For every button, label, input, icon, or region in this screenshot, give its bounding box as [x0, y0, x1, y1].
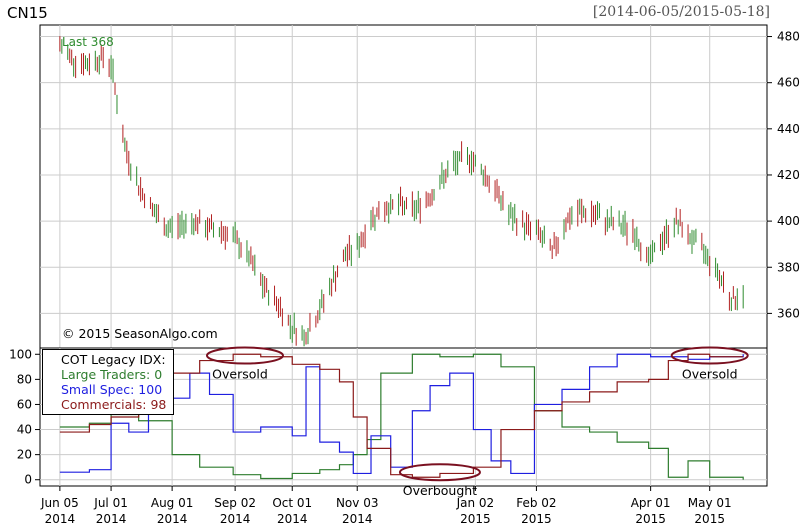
price-panel-frame: [39, 24, 768, 349]
cot-ytick-label: 60: [17, 397, 32, 411]
date-range: [2014-06-05/2015-05-18]: [592, 4, 770, 20]
legend-small-spec: Small Spec: 100: [61, 382, 163, 397]
cot-ytick-label: 0: [24, 473, 32, 487]
legend-title: COT Legacy IDX:: [61, 352, 166, 367]
x-tick-label: Jan 02: [456, 496, 495, 510]
x-tick-label: Jul 01: [93, 496, 128, 510]
x-tick-label: Sep 02: [214, 496, 256, 510]
x-tick-year: 2014: [342, 512, 373, 526]
annotation-label: Overbought: [403, 483, 477, 498]
cot-ytick-label: 40: [17, 423, 32, 437]
x-tick-label: Feb 02: [516, 496, 556, 510]
cot-ytick-label: 20: [17, 448, 32, 462]
x-tick-year: 2015: [694, 512, 725, 526]
x-tick-year: 2014: [277, 512, 308, 526]
price-ytick-label: 360: [777, 306, 800, 320]
annotation-label: Oversold: [682, 367, 738, 382]
annotation-label: Oversold: [212, 367, 268, 382]
annotation-ellipse: [398, 463, 481, 482]
price-ytick-label: 480: [777, 30, 800, 44]
price-ytick-label: 460: [777, 76, 800, 90]
x-tick-year: 2014: [96, 512, 127, 526]
last-price-label: Last 368: [62, 35, 114, 49]
x-tick-year: 2014: [220, 512, 251, 526]
cot-ytick-label: 80: [17, 372, 32, 386]
cot-series-large-traders: [59, 353, 744, 480]
annotation-ellipse: [205, 346, 284, 365]
x-tick-year: 2015: [460, 512, 491, 526]
x-tick-year: 2014: [45, 512, 76, 526]
legend-large-traders: Large Traders: 0: [61, 367, 163, 382]
x-tick-label: Apr 01: [631, 496, 671, 510]
chart-title: CN15: [7, 4, 48, 22]
x-tick-year: 2014: [157, 512, 188, 526]
price-ytick-label: 440: [777, 122, 800, 136]
cot-legend: COT Legacy IDX: Large Traders: 0 Small S…: [42, 349, 174, 415]
x-tick-year: 2015: [635, 512, 666, 526]
x-tick-label: Oct 01: [272, 496, 312, 510]
annotation-ellipse: [670, 346, 749, 365]
x-tick-label: Nov 03: [336, 496, 379, 510]
cot-series-commercials: [59, 353, 744, 478]
x-tick-label: Jun 05: [40, 496, 79, 510]
price-ytick-label: 420: [777, 168, 800, 182]
price-ytick-label: 380: [777, 260, 800, 274]
copyright-label: © 2015 SeasonAlgo.com: [62, 326, 218, 341]
legend-commercials: Commercials: 98: [61, 397, 167, 412]
price-ytick-label: 400: [777, 214, 800, 228]
x-tick-label: Aug 01: [151, 496, 194, 510]
x-tick-label: May 01: [688, 496, 732, 510]
cot-ytick-label: 100: [9, 347, 32, 361]
x-tick-year: 2015: [521, 512, 552, 526]
